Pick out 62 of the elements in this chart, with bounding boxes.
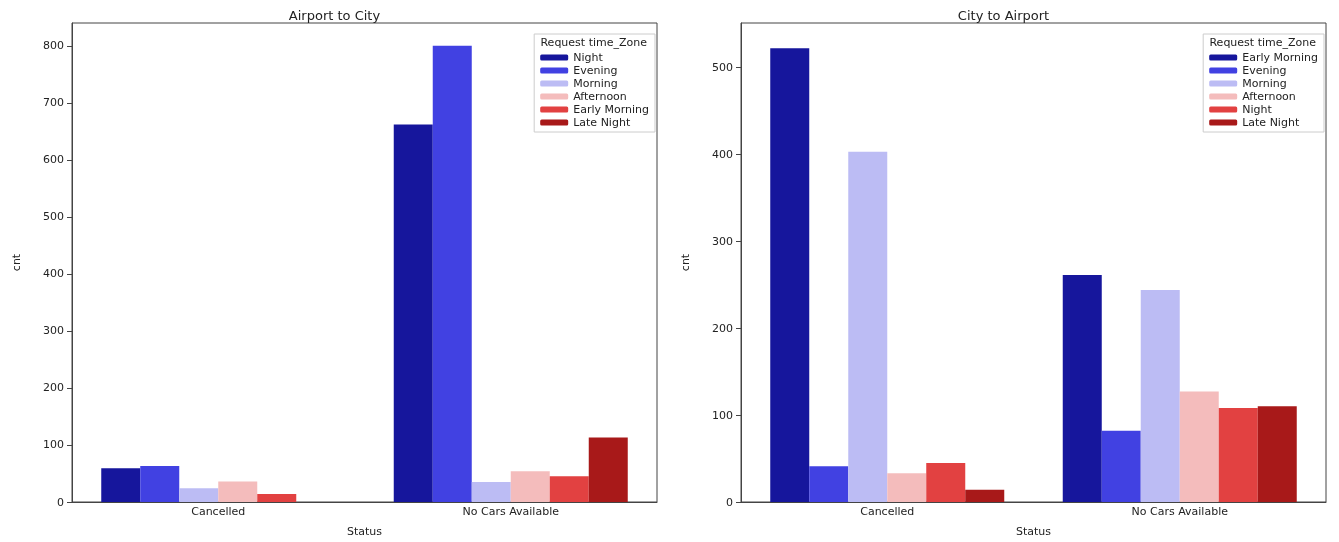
y-tick-label: 0	[57, 495, 64, 509]
bar	[809, 466, 849, 502]
bar	[848, 151, 888, 502]
legend-label: Early Morning	[573, 103, 649, 116]
bar	[1062, 275, 1102, 502]
bar	[1179, 391, 1219, 502]
bar	[965, 489, 1005, 502]
bar	[549, 476, 589, 502]
y-tick-label: 100	[43, 438, 64, 452]
y-tick-label: 400	[43, 267, 64, 281]
y-axis-title: cnt	[679, 253, 692, 272]
bar	[471, 482, 511, 502]
bar	[926, 462, 966, 502]
y-tick-label: 400	[712, 147, 733, 161]
y-tick-label: 500	[712, 60, 733, 74]
y-axis-title: cnt	[10, 253, 23, 272]
legend-label: Afternoon	[1242, 90, 1296, 103]
y-tick-label: 0	[726, 495, 733, 509]
legend-label: Late Night	[1242, 116, 1300, 129]
bar	[887, 473, 927, 502]
y-tick-label: 800	[43, 39, 64, 53]
y-tick-label: 600	[43, 153, 64, 167]
bar	[432, 45, 472, 502]
y-tick-label: 700	[43, 96, 64, 110]
legend-label: Evening	[1242, 64, 1287, 77]
bar	[393, 124, 433, 502]
bar	[510, 471, 550, 502]
bar	[1140, 289, 1180, 502]
legend-label: Late Night	[573, 116, 631, 129]
legend-title: Request time_Zone	[540, 36, 648, 49]
y-tick-label: 100	[712, 408, 733, 422]
y-tick-label: 200	[43, 381, 64, 395]
y-tick-label: 300	[712, 234, 733, 248]
x-axis-title: Status	[1015, 525, 1052, 538]
bar	[1257, 406, 1297, 502]
x-tick-label: No Cars Available	[1131, 505, 1229, 518]
bar	[101, 468, 141, 502]
bar	[1101, 430, 1141, 502]
bar	[588, 437, 628, 502]
x-axis-title: Status	[346, 525, 383, 538]
legend-label: Afternoon	[573, 90, 627, 103]
legend-label: Evening	[573, 64, 618, 77]
bar	[179, 488, 219, 502]
bar	[218, 481, 258, 502]
bar	[1218, 408, 1258, 502]
bar	[257, 494, 297, 502]
legend-label: Night	[1242, 103, 1273, 116]
chart-title: City to Airport	[957, 8, 1050, 23]
chart-title: Airport to City	[288, 8, 381, 23]
bar	[770, 48, 810, 502]
bar	[140, 466, 180, 502]
legend-label: Morning	[1242, 77, 1287, 90]
legend-title: Request time_Zone	[1209, 36, 1317, 49]
legend-label: Early Morning	[1242, 51, 1318, 64]
y-tick-label: 200	[712, 321, 733, 335]
x-tick-label: Cancelled	[860, 505, 915, 518]
legend-label: Night	[573, 51, 604, 64]
x-tick-label: Cancelled	[191, 505, 246, 518]
y-tick-label: 300	[43, 324, 64, 338]
legend-label: Morning	[573, 77, 618, 90]
x-tick-label: No Cars Available	[462, 505, 560, 518]
y-tick-label: 500	[43, 210, 64, 224]
